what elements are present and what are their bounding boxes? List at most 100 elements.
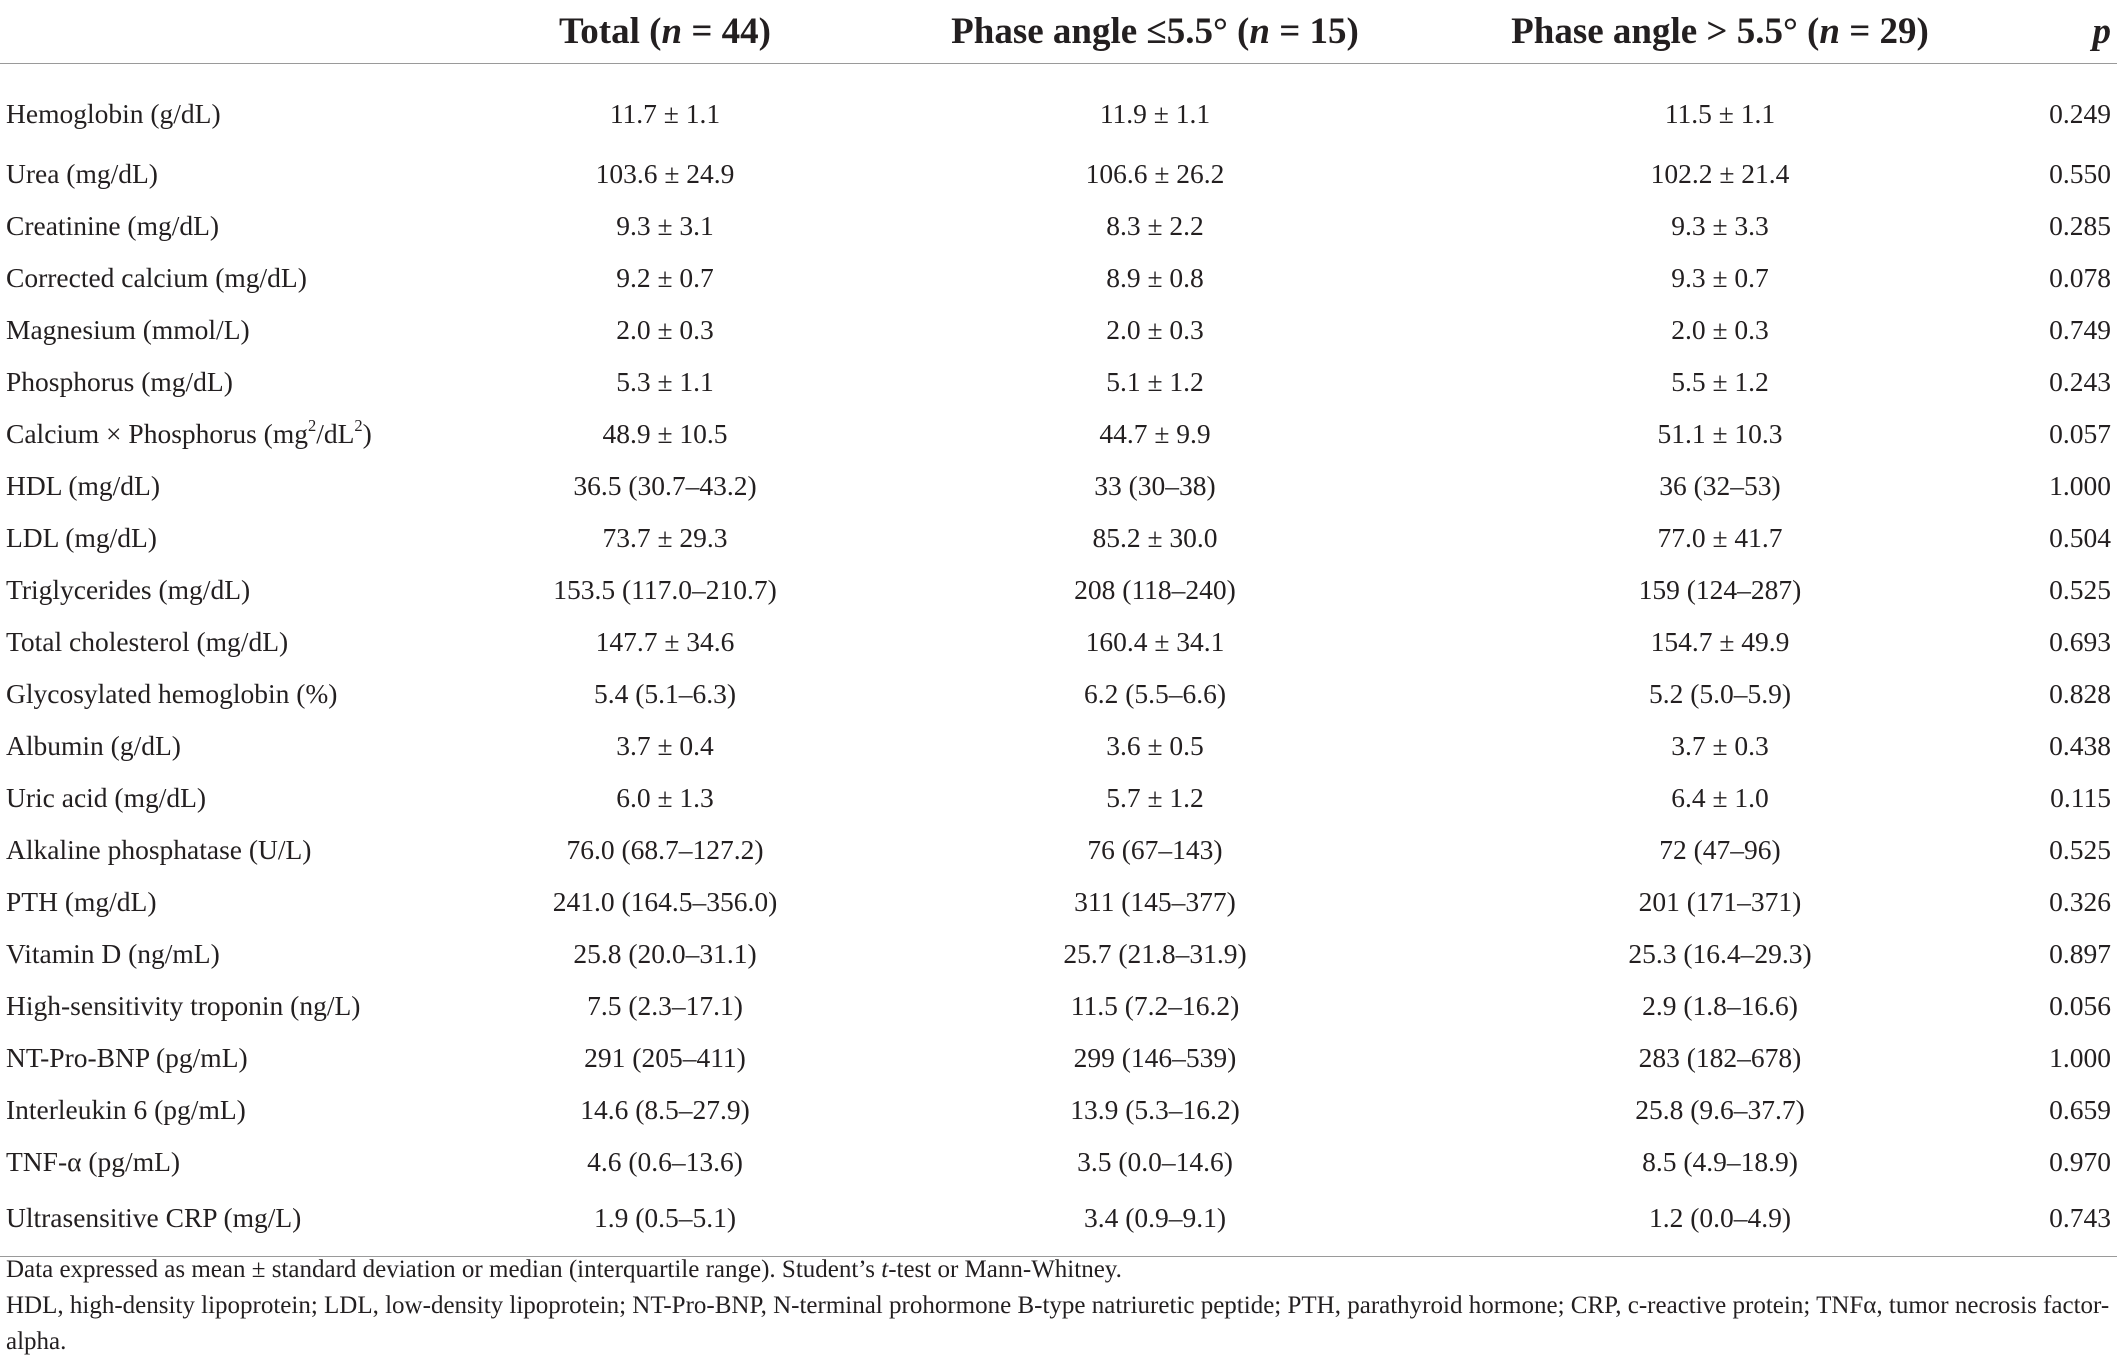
total-value: 5.3 ± 1.1 bbox=[616, 366, 714, 397]
phase-angle-low-value: 25.7 (21.8–31.9) bbox=[1063, 938, 1247, 969]
phase-angle-high-value: 77.0 ± 41.7 bbox=[1657, 522, 1783, 553]
total-value: 153.5 (117.0–210.7) bbox=[553, 574, 777, 605]
superscript: 2 bbox=[307, 416, 317, 436]
total-value: 147.7 ± 34.6 bbox=[595, 626, 735, 657]
phase-angle-low-value: 5.1 ± 1.2 bbox=[1106, 366, 1204, 397]
p-value: 0.504 bbox=[2049, 522, 2111, 553]
header-p-value: p bbox=[2000, 0, 2117, 64]
p-value: 0.438 bbox=[2049, 730, 2111, 761]
header-total-prefix: Total ( bbox=[559, 11, 662, 52]
p-value: 0.115 bbox=[2050, 782, 2111, 813]
footnote-abbreviations: HDL, high-density lipoprotein; LDL, low-… bbox=[6, 1292, 2110, 1355]
total-value: 25.8 (20.0–31.1) bbox=[573, 938, 757, 969]
p-value: 0.743 bbox=[2000, 1188, 2117, 1257]
table-row: Ultrasensitive CRP (mg/L) 1.9 (0.5–5.1) 3.… bbox=[0, 1188, 2117, 1257]
p-value: 0.659 bbox=[2049, 1094, 2111, 1125]
p-value: 0.249 bbox=[2049, 98, 2111, 129]
footnote-line1-italic: t bbox=[881, 1256, 889, 1283]
row-label: Triglycerides (mg/dL) bbox=[6, 574, 251, 605]
header-low-n: n bbox=[1249, 11, 1270, 52]
table-row: Phosphorus (mg/dL) 5.3 ± 1.1 5.1 ± 1.2 5.5 … bbox=[0, 356, 2117, 408]
footnote-line1-before: Data expressed as mean ± standard deviat… bbox=[6, 1256, 882, 1283]
phase-angle-low-value: 106.6 ± 26.2 bbox=[1085, 158, 1225, 189]
table-row: Albumin (g/dL) 3.7 ± 0.4 3.6 ± 0.5 3.7 ± 0.… bbox=[0, 720, 2117, 772]
row-label: PTH (mg/dL) bbox=[6, 886, 157, 917]
phase-angle-low-value: 3.6 ± 0.5 bbox=[1106, 730, 1204, 761]
table-row: Creatinine (mg/dL) 9.3 ± 3.1 8.3 ± 2.2 9.3 … bbox=[0, 200, 2117, 252]
table-row: Triglycerides (mg/dL) 153.5 (117.0–210.7)… bbox=[0, 564, 2117, 616]
phase-angle-high-value: 25.3 (16.4–29.3) bbox=[1628, 938, 1812, 969]
total-value: 11.7 ± 1.1 bbox=[609, 98, 721, 129]
row-label: Corrected calcium (mg/dL) bbox=[6, 262, 307, 293]
row-label: Uric acid (mg/dL) bbox=[6, 782, 207, 813]
row-label: NT-Pro-BNP (pg/mL) bbox=[6, 1042, 248, 1073]
total-value: 1.9 (0.5–5.1) bbox=[460, 1188, 870, 1257]
table-header: Total (n = 44) Phase angle ≤5.5° (n = 15… bbox=[0, 0, 2117, 64]
table-footnotes: Data expressed as mean ± standard deviat… bbox=[6, 1252, 2111, 1360]
p-value: 0.056 bbox=[2049, 990, 2111, 1021]
header-high-suffix: = 29) bbox=[1839, 11, 1929, 52]
superscript: 2 bbox=[354, 416, 363, 436]
total-value: 2.0 ± 0.3 bbox=[616, 314, 714, 345]
p-value: 1.000 bbox=[2049, 470, 2111, 501]
p-value: 0.525 bbox=[2049, 834, 2111, 865]
phase-angle-high-value: 9.3 ± 0.7 bbox=[1671, 262, 1769, 293]
row-label-part: Calcium × Phosphorus (mg bbox=[6, 418, 308, 449]
p-value: 0.243 bbox=[2049, 366, 2111, 397]
table-row: Glycosylated hemoglobin (%) 5.4 (5.1–6.3)… bbox=[0, 668, 2117, 720]
table-row: Total cholesterol (mg/dL) 147.7 ± 34.6 160… bbox=[0, 616, 2117, 668]
phase-angle-high-value: 2.9 (1.8–16.6) bbox=[1642, 990, 1798, 1021]
row-label: LDL (mg/dL) bbox=[6, 522, 157, 553]
phase-angle-low-value: 311 (145–377) bbox=[1074, 886, 1236, 917]
p-value: 0.897 bbox=[2049, 938, 2111, 969]
phase-angle-high-value: 159 (124–287) bbox=[1638, 574, 1802, 605]
total-value: 7.5 (2.3–17.1) bbox=[587, 990, 743, 1021]
total-value: 14.6 (8.5–27.9) bbox=[580, 1094, 750, 1125]
phase-angle-high-value: 3.7 ± 0.3 bbox=[1671, 730, 1769, 761]
phase-angle-high-value: 5.5 ± 1.2 bbox=[1671, 366, 1769, 397]
p-value: 0.525 bbox=[2049, 574, 2111, 605]
row-label: Hemoglobin (g/dL) bbox=[6, 98, 221, 129]
phase-angle-high-value: 72 (47–96) bbox=[1659, 834, 1781, 865]
table-row: Hemoglobin (g/dL) 11.7 ± 1.1 11.9 ± 1.1 11.… bbox=[0, 64, 2117, 149]
p-value: 0.285 bbox=[2049, 210, 2111, 241]
row-label: Interleukin 6 (pg/mL) bbox=[6, 1094, 246, 1125]
phase-angle-low-value: 11.9 ± 1.1 bbox=[1099, 98, 1211, 129]
phase-angle-low-value: 6.2 (5.5–6.6) bbox=[1083, 678, 1227, 709]
p-value: 0.970 bbox=[2049, 1146, 2111, 1177]
phase-angle-low-value: 8.9 ± 0.8 bbox=[1106, 262, 1204, 293]
table-row: Vitamin D (ng/mL) 25.8 (20.0–31.1) 25.7 (2… bbox=[0, 928, 2117, 980]
p-value: 0.326 bbox=[2049, 886, 2111, 917]
total-value: 5.4 (5.1–6.3) bbox=[593, 678, 737, 709]
phase-angle-high-value: 1.2 (0.0–4.9) bbox=[1440, 1188, 2000, 1257]
phase-angle-low-value: 3.4 (0.9–9.1) bbox=[870, 1188, 1440, 1257]
phase-angle-high-value: 102.2 ± 21.4 bbox=[1650, 158, 1790, 189]
row-label: Total cholesterol (mg/dL) bbox=[6, 626, 289, 657]
row-label: Alkaline phosphatase (U/L) bbox=[6, 834, 312, 865]
header-p-label: p bbox=[2092, 11, 2112, 52]
phase-angle-high-value: 51.1 ± 10.3 bbox=[1657, 418, 1783, 449]
total-value: 6.0 ± 1.3 bbox=[616, 782, 714, 813]
p-value: 0.693 bbox=[2049, 626, 2111, 657]
table-row: High-sensitivity troponin (ng/L) 7.5 (2.3… bbox=[0, 980, 2117, 1032]
phase-angle-high-value: 2.0 ± 0.3 bbox=[1671, 314, 1769, 345]
row-label: Glycosylated hemoglobin (%) bbox=[6, 678, 338, 709]
table-row: Magnesium (mmol/L) 2.0 ± 0.3 2.0 ± 0.3 2.0 … bbox=[0, 304, 2117, 356]
header-label-column bbox=[0, 0, 460, 64]
table-row: HDL (mg/dL) 36.5 (30.7–43.2) 33 (30–38) 36 … bbox=[0, 460, 2117, 512]
total-value: 48.9 ± 10.5 bbox=[602, 418, 728, 449]
header-total: Total (n = 44) bbox=[460, 0, 870, 64]
header-total-n: n bbox=[661, 11, 683, 52]
total-value: 103.6 ± 24.9 bbox=[595, 158, 735, 189]
phase-angle-low-value: 160.4 ± 34.1 bbox=[1085, 626, 1225, 657]
header-total-suffix: = 44) bbox=[682, 11, 771, 52]
table-row: Calcium × Phosphorus (mg2/dL2) 48.9 ± 10.… bbox=[0, 408, 2117, 460]
phase-angle-high-value: 8.5 (4.9–18.9) bbox=[1642, 1146, 1798, 1177]
total-value: 76.0 (68.7–127.2) bbox=[566, 834, 764, 865]
row-label: Phosphorus (mg/dL) bbox=[6, 366, 233, 397]
phase-angle-high-value: 5.2 (5.0–5.9) bbox=[1648, 678, 1792, 709]
total-value: 241.0 (164.5–356.0) bbox=[552, 886, 778, 917]
header-low-prefix: Phase angle ≤5.5° ( bbox=[951, 11, 1250, 52]
row-label: Ultrasensitive CRP (mg/L) bbox=[0, 1188, 460, 1257]
row-label: High-sensitivity troponin (ng/L) bbox=[6, 990, 361, 1021]
